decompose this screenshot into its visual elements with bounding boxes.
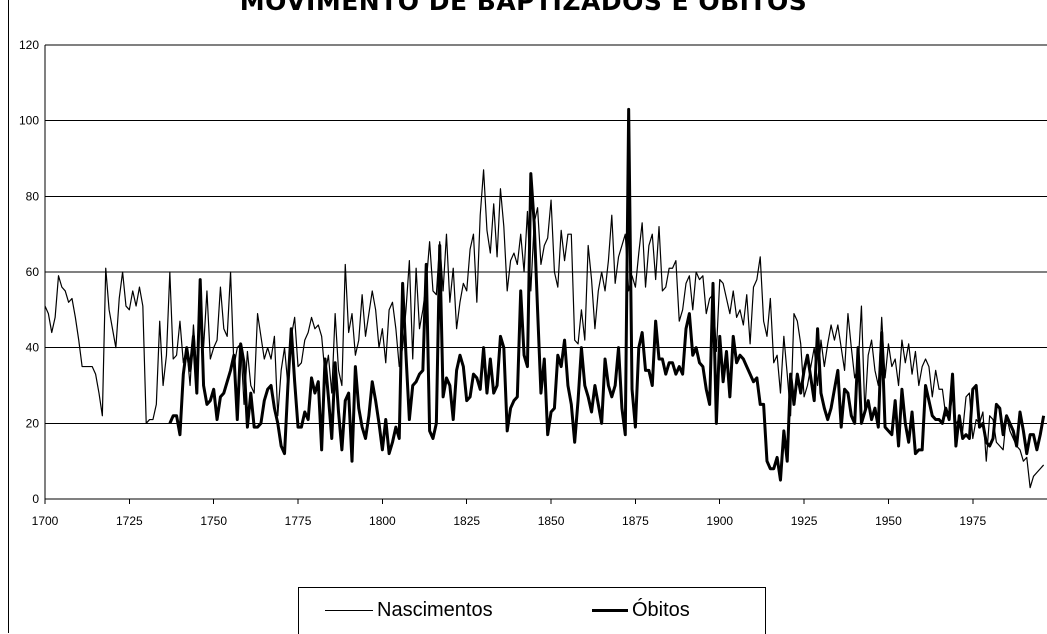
legend-swatch-thick (592, 608, 628, 612)
x-tick-label-1750: 1750 (200, 514, 227, 528)
legend-item-nascimentos: Nascimentos (325, 596, 493, 624)
legend-swatch-thin (325, 609, 373, 611)
x-tick-label-1850: 1850 (538, 514, 565, 528)
series-line-bitos (168, 107, 1046, 482)
chart-title: MOVIMENTO DE BAPTIZADOS E ÓBITOS (239, 0, 808, 16)
series-line-nascimentos (44, 169, 1045, 489)
x-tick-label-1700: 1700 (32, 514, 59, 528)
x-tick-label-1900: 1900 (706, 514, 733, 528)
y-tick-label-100: 100 (19, 114, 39, 128)
x-tick-label-1950: 1950 (875, 514, 902, 528)
x-tick-label-1975: 1975 (959, 514, 986, 528)
x-tick-label-1875: 1875 (622, 514, 649, 528)
legend-item-obitos: Óbitos (592, 596, 690, 624)
y-tick-label-20: 20 (26, 416, 40, 430)
legend: Nascimentos Óbitos (298, 587, 766, 634)
x-tick-label-1800: 1800 (369, 514, 396, 528)
x-tick-label-1775: 1775 (285, 514, 312, 528)
x-tick-label-1825: 1825 (453, 514, 480, 528)
y-tick-label-120: 120 (19, 38, 39, 52)
chart-frame (8, 0, 1047, 633)
y-tick-label-0: 0 (32, 492, 39, 506)
x-tick-label-1925: 1925 (791, 514, 818, 528)
legend-label-obitos: Óbitos (632, 598, 690, 621)
y-tick-label-40: 40 (26, 341, 40, 355)
x-tick-label-1725: 1725 (116, 514, 143, 528)
y-tick-label-80: 80 (26, 189, 40, 203)
y-tick-label-60: 60 (26, 265, 40, 279)
legend-label-nascimentos: Nascimentos (377, 598, 493, 621)
